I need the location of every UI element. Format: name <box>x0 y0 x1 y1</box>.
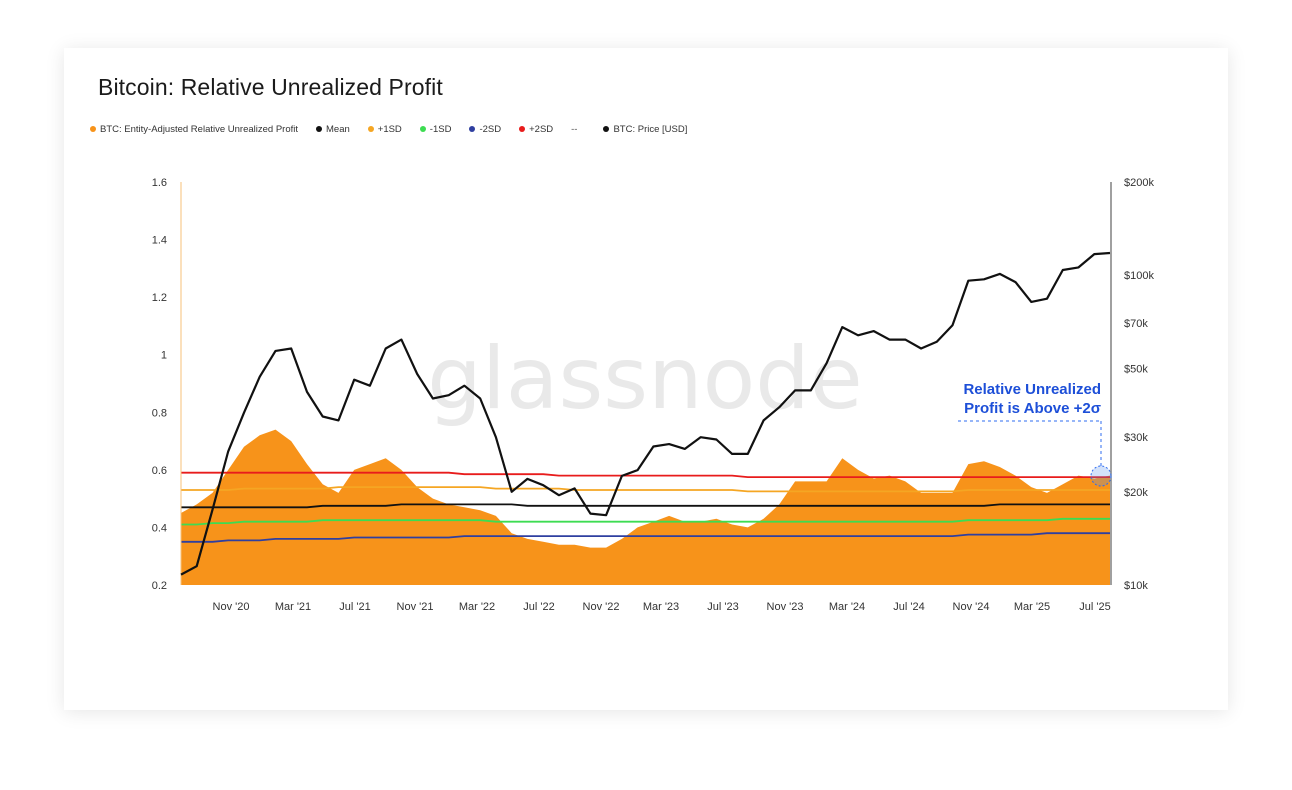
x-tick-label: Mar '23 <box>643 601 679 613</box>
y-left-tick-label: 1.2 <box>152 292 167 304</box>
legend-label: -2SD <box>479 123 502 135</box>
legend-label: -1SD <box>429 123 452 135</box>
x-tick-label: Nov '21 <box>397 601 434 613</box>
y-left-tick-label: 0.4 <box>152 522 167 534</box>
x-tick-label: Jul '25 <box>1079 601 1110 613</box>
legend-dot-icon <box>603 126 610 132</box>
band-line--2sd <box>181 532 1110 543</box>
legend-dot-icon <box>519 126 526 132</box>
annotation-line-1: Relative Unrealized <box>963 381 1101 398</box>
x-tick-label: Nov '24 <box>953 601 990 613</box>
legend-item[interactable]: Mean <box>316 124 350 135</box>
y-right-tick-label: $10k <box>1124 580 1148 592</box>
legend-label: BTC: Entity-Adjusted Relative Unrealized… <box>100 123 298 135</box>
legend: BTC: Entity-Adjusted Relative Unrealized… <box>90 122 705 136</box>
y-right-tick-label: $50k <box>1124 363 1148 375</box>
legend-dot-icon <box>419 126 426 132</box>
legend-dot-icon <box>316 126 322 132</box>
legend-item[interactable]: -1SD <box>419 123 452 135</box>
legend-item[interactable]: +1SD <box>367 123 402 135</box>
annotation-marker <box>1090 465 1112 487</box>
x-tick-label: Jul '22 <box>523 601 554 613</box>
x-tick-label: Nov '23 <box>767 601 804 613</box>
legend-item[interactable]: BTC: Price [USD] <box>603 124 687 135</box>
band-line--1sd <box>181 486 1110 493</box>
y-left-tick-label: 1 <box>161 350 167 362</box>
legend-dot-icon <box>90 126 96 132</box>
x-tick-label: Jul '23 <box>707 601 738 613</box>
legend-dot-icon <box>469 126 476 132</box>
x-tick-label: Jul '21 <box>339 601 370 613</box>
legend-item[interactable]: -- <box>571 124 585 135</box>
y-right-tick-label: $100k <box>1124 270 1154 282</box>
y-left-tick-label: 0.6 <box>152 465 167 477</box>
band-line--2sd <box>181 471 1110 478</box>
watermark: glassnode <box>427 329 862 429</box>
legend-item[interactable]: BTC: Entity-Adjusted Relative Unrealized… <box>90 124 298 135</box>
x-tick-label: Mar '25 <box>1014 601 1050 613</box>
y-right-tick-label: $70k <box>1124 318 1148 330</box>
legend-item[interactable]: -2SD <box>469 124 501 135</box>
legend-label: +1SD <box>377 123 402 135</box>
y-left-tick-label: 1.6 <box>152 177 167 189</box>
y-right-tick-label: $200k <box>1124 177 1154 189</box>
y-left-tick-label: 0.2 <box>152 580 167 592</box>
price-line <box>180 251 1111 576</box>
x-tick-label: Mar '24 <box>829 601 865 613</box>
legend-label: +2SD <box>529 123 554 135</box>
y-left-tick-label: 0.8 <box>152 407 167 419</box>
band-line--1sd <box>181 517 1110 526</box>
y-left-tick-label: 1.4 <box>152 235 167 247</box>
chart-title: Bitcoin: Relative Unrealized Profit <box>98 74 443 100</box>
annotation-line-2: Profit is Above +2σ <box>964 400 1101 417</box>
legend-label: BTC: Price [USD] <box>613 123 688 135</box>
profit-area <box>181 429 1110 585</box>
band-line-mean <box>181 503 1110 509</box>
x-tick-label: Nov '22 <box>583 601 620 613</box>
legend-label: Mean <box>326 123 350 135</box>
x-tick-label: Mar '21 <box>275 601 311 613</box>
legend-item[interactable]: +2SD <box>519 124 553 135</box>
y-right-tick-label: $20k <box>1124 487 1148 499</box>
x-tick-label: Nov '20 <box>213 601 250 613</box>
legend-label: -- <box>571 123 578 135</box>
legend-dot-icon <box>367 126 374 132</box>
y-right-tick-label: $30k <box>1124 432 1148 444</box>
x-tick-label: Jul '24 <box>893 601 924 613</box>
x-tick-label: Mar '22 <box>459 601 495 613</box>
